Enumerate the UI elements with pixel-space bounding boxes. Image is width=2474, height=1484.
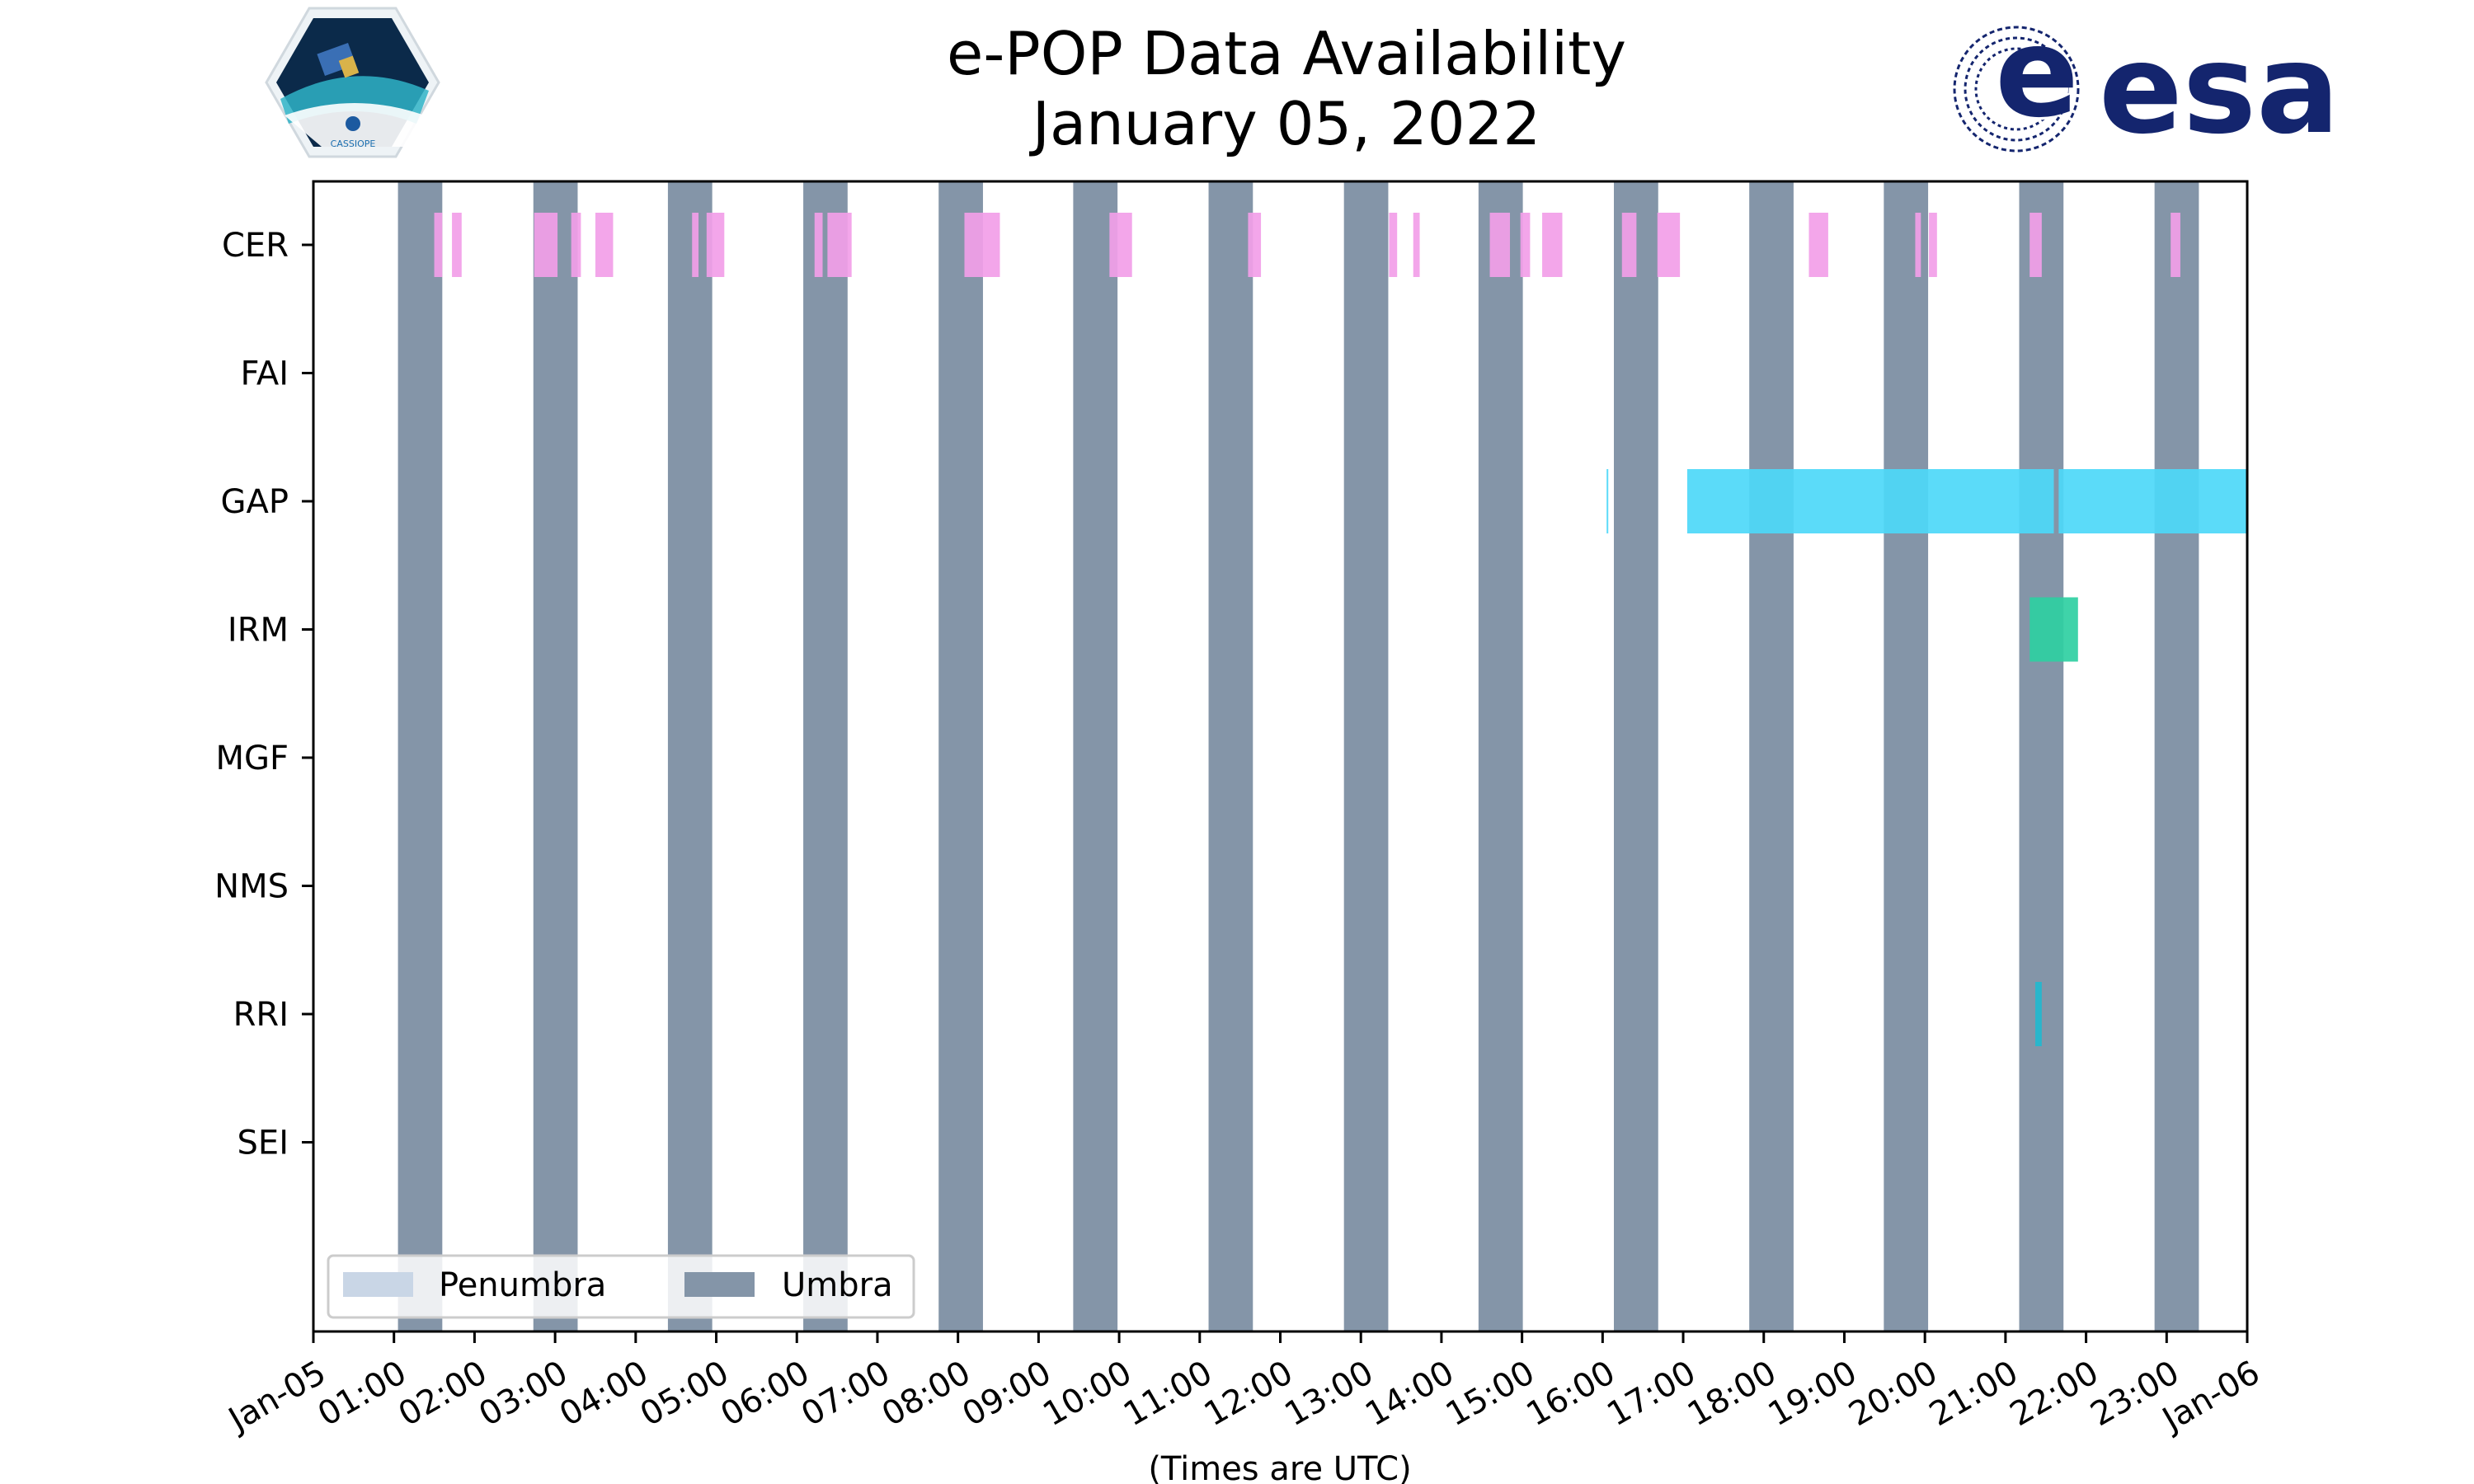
y-tick-label-sei: SEI xyxy=(238,1125,289,1162)
data-bar-cer-17 xyxy=(1542,213,1563,277)
x-tick-label-13: 13:00 xyxy=(1278,1354,1380,1434)
y-axis: CER FAI GAP IRM MGF NMS RRI SEI xyxy=(214,227,313,1162)
x-tick-label-16: 16:00 xyxy=(1520,1354,1621,1434)
x-tick-label-12: 12:00 xyxy=(1198,1354,1300,1434)
legend-swatch-penumbra xyxy=(343,1272,413,1297)
data-bar-cer-3 xyxy=(534,213,558,277)
x-tick-label-2: 02:00 xyxy=(393,1354,494,1434)
data-bar-cer-2 xyxy=(452,213,462,277)
data-bar-gap-3 xyxy=(2058,469,2247,533)
data-bar-cer-23 xyxy=(2030,213,2042,277)
x-tick-label-6: 06:00 xyxy=(714,1354,816,1434)
x-tick-label-8: 08:00 xyxy=(876,1354,977,1434)
esa-logo: e esa xyxy=(1953,2,2340,162)
umbra-band-7 xyxy=(1208,181,1253,1331)
data-bar-cer-7 xyxy=(706,213,725,277)
data-bar-cer-16 xyxy=(1520,213,1531,277)
y-tick-label-cer: CER xyxy=(222,227,289,265)
y-tick-label-irm: IRM xyxy=(228,612,289,650)
x-tick-label-0: Jan-05 xyxy=(220,1354,332,1440)
x-tick-label-20: 20:00 xyxy=(1842,1354,1944,1434)
umbra-band-4 xyxy=(803,181,848,1331)
svg-text:e: e xyxy=(1995,2,2079,145)
umbra-band-14 xyxy=(2154,181,2199,1331)
data-bar-cer-22 xyxy=(1929,213,1937,277)
data-bar-cer-4 xyxy=(571,213,581,277)
data-bar-cer-13 xyxy=(1389,213,1398,277)
y-tick-label-mgf: MGF xyxy=(215,740,289,777)
data-bar-cer-1 xyxy=(434,213,443,277)
data-bars xyxy=(434,213,2247,1046)
x-tick-label-1: 01:00 xyxy=(312,1354,413,1434)
legend-label-penumbra: Penumbra xyxy=(439,1266,606,1304)
umbra-bands xyxy=(397,181,2199,1331)
umbra-band-2 xyxy=(533,181,578,1331)
data-bar-gap-2 xyxy=(1686,469,2054,533)
x-tick-label-14: 14:00 xyxy=(1359,1354,1460,1434)
x-tick-label-22: 22:00 xyxy=(2004,1354,2105,1434)
chart-title-line2: January 05, 2022 xyxy=(1029,89,1540,158)
y-tick-label-nms: NMS xyxy=(214,868,289,906)
umbra-band-10 xyxy=(1614,181,1658,1331)
x-tick-label-11: 11:00 xyxy=(1117,1354,1219,1434)
umbra-band-9 xyxy=(1478,181,1523,1331)
plot-frame xyxy=(312,180,2249,1333)
x-tick-label-3: 03:00 xyxy=(473,1354,574,1434)
data-bar-cer-10 xyxy=(964,213,1000,277)
x-tick-label-19: 19:00 xyxy=(1762,1354,1864,1434)
data-bar-cer-24 xyxy=(2171,213,2180,277)
y-tick-label-gap: GAP xyxy=(221,483,289,521)
umbra-band-11 xyxy=(1749,181,1794,1331)
data-bar-gap-1 xyxy=(1606,469,1609,533)
cassiope-logo-text: CASSIOPE xyxy=(331,139,376,149)
chart-title-line1: e-POP Data Availability xyxy=(947,19,1626,88)
data-bar-cer-21 xyxy=(1915,213,1921,277)
data-bar-rri-1 xyxy=(2035,982,2042,1046)
x-tick-label-18: 18:00 xyxy=(1681,1354,1783,1434)
x-tick-label-15: 15:00 xyxy=(1440,1354,1541,1434)
x-tick-label-10: 10:00 xyxy=(1037,1354,1138,1434)
x-tick-label-5: 05:00 xyxy=(634,1354,736,1434)
data-bar-cer-8 xyxy=(814,213,823,277)
legend-swatch-umbra xyxy=(684,1272,755,1297)
umbra-band-6 xyxy=(1073,181,1118,1331)
y-tick-label-rri: RRI xyxy=(233,996,289,1034)
data-bar-irm-1 xyxy=(2030,597,2078,662)
legend: Penumbra Umbra xyxy=(327,1254,915,1319)
x-axis-label: (Times are UTC) xyxy=(1148,1450,1411,1484)
umbra-band-3 xyxy=(667,181,713,1331)
umbra-band-12 xyxy=(1884,181,1929,1331)
data-bar-cer-9 xyxy=(827,213,852,277)
data-bar-cer-12 xyxy=(1248,213,1262,277)
umbra-band-1 xyxy=(397,181,443,1331)
esa-logo-text: esa xyxy=(2099,18,2340,162)
x-tick-label-9: 09:00 xyxy=(957,1354,1058,1434)
legend-box xyxy=(327,1254,915,1319)
data-bar-cer-19 xyxy=(1657,213,1681,277)
data-bar-cer-6 xyxy=(692,213,699,277)
data-bar-cer-5 xyxy=(595,213,614,277)
cassiope-logo: CASSIOPE xyxy=(265,7,440,158)
data-bar-cer-14 xyxy=(1413,213,1420,277)
umbra-band-8 xyxy=(1343,181,1389,1331)
x-tick-label-17: 17:00 xyxy=(1601,1354,1702,1434)
legend-label-umbra: Umbra xyxy=(782,1266,893,1304)
esa-logo-swirl: e xyxy=(1953,2,2080,153)
x-tick-label-7: 07:00 xyxy=(795,1354,896,1434)
data-bar-cer-11 xyxy=(1109,213,1132,277)
umbra-band-5 xyxy=(938,181,983,1331)
data-bar-cer-18 xyxy=(1621,213,1637,277)
data-bar-cer-15 xyxy=(1489,213,1510,277)
x-tick-label-21: 21:00 xyxy=(1923,1354,2025,1434)
data-bar-cer-20 xyxy=(1808,213,1828,277)
umbra-band-13 xyxy=(2019,181,2064,1331)
y-tick-label-fai: FAI xyxy=(241,355,289,393)
x-tick-label-4: 04:00 xyxy=(553,1354,655,1434)
x-axis: Jan-0501:0002:0003:0004:0005:0006:0007:0… xyxy=(220,1331,2266,1440)
